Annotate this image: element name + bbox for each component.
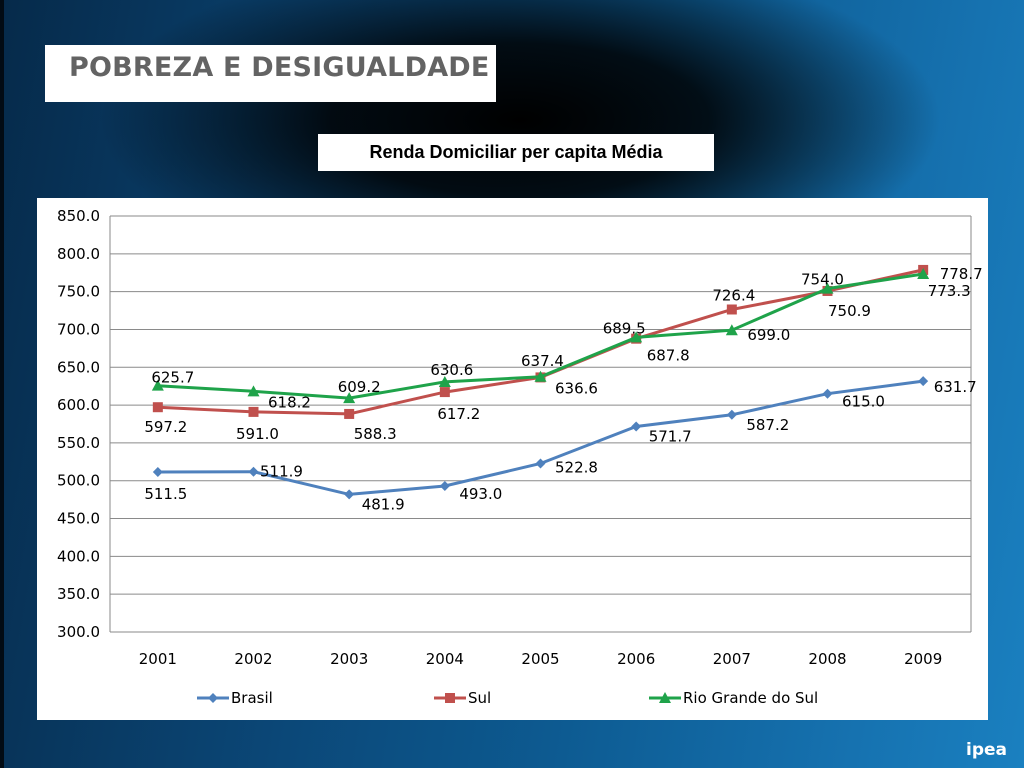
data-point-triangle [151, 379, 164, 391]
title-banner: POBREZA E DESIGUALDADE [45, 45, 496, 102]
y-tick-label: 500.0 [57, 472, 100, 490]
data-point-triangle [343, 392, 356, 404]
data-label: 687.8 [647, 347, 690, 365]
data-point-square [439, 387, 450, 398]
data-point-diamond [439, 481, 450, 492]
data-label: 609.2 [338, 378, 381, 396]
data-label: 511.5 [144, 485, 187, 503]
data-point-diamond [344, 489, 355, 500]
x-tick-label: 2007 [713, 650, 751, 668]
line-chart: 300.0 350.0 400.0 450.0 500.0 550.0 600.0 650.0… [57, 207, 983, 668]
ipea-logo: ipea [966, 740, 1007, 760]
chart-title-box: Renda Domiciliar per capita Média [318, 134, 714, 171]
data-label: 591.0 [236, 425, 279, 443]
x-tick-label: 2005 [521, 650, 559, 668]
data-label: 689.5 [603, 319, 646, 337]
x-tick-label: 2003 [330, 650, 368, 668]
data-point-triangle [630, 331, 643, 343]
data-label: 631.7 [934, 378, 977, 396]
data-label: 699.0 [747, 326, 790, 344]
data-label: 726.4 [712, 286, 755, 304]
x-tick-label: 2001 [139, 650, 177, 668]
data-label: 587.2 [746, 416, 789, 434]
data-point-diamond [822, 388, 833, 399]
data-label: 571.7 [649, 427, 692, 445]
y-tick-label: 400.0 [57, 547, 100, 565]
data-label: 778.7 [940, 265, 983, 283]
y-tick-label: 700.0 [57, 320, 100, 338]
y-tick-label: 550.0 [57, 434, 100, 452]
page-title: POBREZA E DESIGUALDADE [69, 52, 490, 83]
legend-label-rio-grande-do-sul: Rio Grande do Sul [683, 689, 819, 707]
data-label: 618.2 [268, 393, 311, 411]
data-label: 522.8 [555, 458, 598, 476]
data-label: 597.2 [144, 418, 187, 436]
y-tick-label: 600.0 [57, 396, 100, 414]
data-point-diamond [726, 409, 737, 420]
data-point-diamond [631, 421, 642, 432]
legend-item-brasil: Brasil [197, 688, 273, 708]
chart-title: Renda Domiciliar per capita Média [369, 142, 663, 162]
y-tick-label: 800.0 [57, 245, 100, 263]
y-tick-label: 650.0 [57, 358, 100, 376]
legend-marker-triangle-icon [649, 692, 681, 703]
data-point-triangle [725, 324, 738, 336]
y-tick-label: 850.0 [57, 207, 100, 225]
y-tick-label: 300.0 [57, 623, 100, 641]
x-tick-label: 2002 [234, 650, 272, 668]
data-point-square [344, 408, 355, 419]
legend-label-brasil: Brasil [231, 689, 273, 707]
data-label: 750.9 [828, 302, 871, 320]
data-label: 617.2 [437, 405, 480, 423]
chart-panel: 300.0 350.0 400.0 450.0 500.0 550.0 600.0 650.0… [37, 198, 988, 720]
data-point-square [248, 406, 259, 417]
data-label: 588.3 [354, 425, 397, 443]
data-label: 493.0 [459, 485, 502, 503]
y-tick-label: 450.0 [57, 510, 100, 528]
legend-item-sul: Sul [434, 688, 491, 708]
left-edge-rule [0, 0, 4, 768]
y-tick-label: 750.0 [57, 283, 100, 301]
data-point-square [726, 304, 737, 315]
data-label: 481.9 [362, 495, 405, 513]
legend-label-sul: Sul [468, 689, 492, 707]
data-point-diamond [918, 376, 929, 387]
data-point-diamond [248, 466, 259, 477]
data-point-diamond [152, 467, 163, 478]
data-point-square [152, 402, 163, 413]
x-tick-label: 2006 [617, 650, 655, 668]
data-point-triangle [821, 282, 834, 294]
data-label: 630.6 [430, 361, 473, 379]
data-point-diamond [535, 458, 546, 469]
legend-marker-diamond-icon [197, 693, 229, 703]
data-point-triangle [534, 370, 547, 382]
x-tick-label: 2004 [426, 650, 464, 668]
data-label: 754.0 [801, 271, 844, 289]
data-point-triangle [917, 268, 930, 280]
y-tick-label: 350.0 [57, 585, 100, 603]
x-tick-label: 2008 [808, 650, 846, 668]
data-label: 625.7 [151, 369, 194, 387]
data-label: 636.6 [555, 379, 598, 397]
data-label: 615.0 [842, 393, 885, 411]
legend-item-rio-grande-do-sul: Rio Grande do Sul [649, 688, 818, 708]
data-label: 637.4 [521, 352, 564, 370]
data-label: 511.9 [260, 463, 303, 481]
data-label: 773.3 [928, 282, 971, 300]
legend-marker-square-icon [434, 693, 466, 703]
data-point-triangle [438, 375, 451, 387]
data-point-triangle [247, 385, 260, 397]
x-tick-label: 2009 [904, 650, 942, 668]
